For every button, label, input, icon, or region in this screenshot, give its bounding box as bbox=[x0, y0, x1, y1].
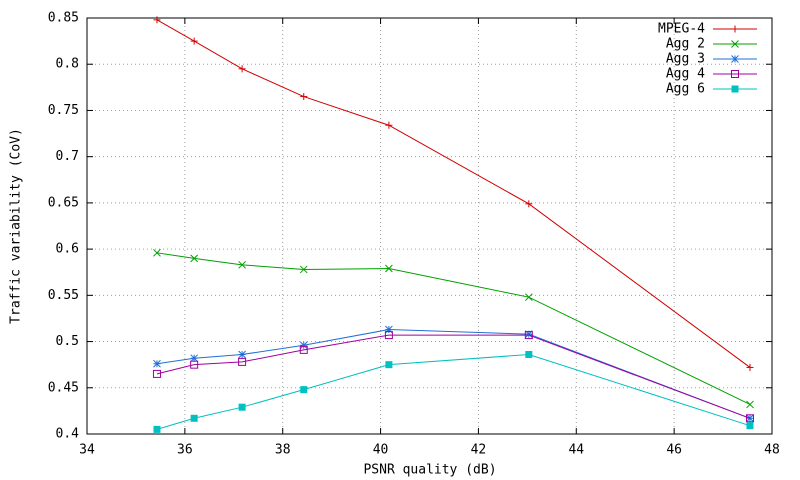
data-point bbox=[190, 354, 199, 363]
x-tick-label: 42 bbox=[471, 443, 487, 458]
marker-shape bbox=[524, 331, 533, 340]
legend-marker bbox=[731, 70, 739, 78]
data-point bbox=[384, 331, 393, 340]
marker-shape bbox=[525, 350, 533, 358]
legend-label: Agg 2 bbox=[666, 37, 705, 52]
data-point bbox=[385, 361, 393, 369]
marker-shape bbox=[299, 345, 308, 354]
legend-marker bbox=[731, 40, 739, 48]
marker-shape bbox=[300, 386, 308, 394]
marker-shape bbox=[731, 70, 739, 78]
series-line bbox=[156, 329, 751, 419]
y-tick-label: 0.55 bbox=[48, 288, 79, 303]
data-point bbox=[746, 363, 754, 371]
data-point bbox=[153, 359, 161, 368]
data-point bbox=[153, 16, 161, 24]
marker-stroke bbox=[153, 359, 161, 368]
data-point bbox=[745, 414, 754, 423]
y-tick-label: 0.8 bbox=[56, 57, 79, 72]
marker-shape bbox=[152, 369, 161, 378]
y-tick-label: 0.45 bbox=[48, 380, 79, 395]
data-point bbox=[300, 93, 308, 101]
marker-stroke bbox=[153, 248, 161, 257]
data-point bbox=[524, 293, 533, 302]
data-point bbox=[190, 414, 198, 422]
marker-shape bbox=[385, 361, 393, 369]
marker-stroke bbox=[385, 264, 393, 273]
data-point bbox=[524, 331, 533, 340]
data-point bbox=[190, 254, 199, 263]
marker-stroke bbox=[731, 40, 739, 48]
x-tick-label: 46 bbox=[666, 443, 682, 458]
y-tick-label: 0.6 bbox=[56, 242, 79, 257]
marker-stroke bbox=[190, 254, 199, 263]
marker-shape bbox=[190, 414, 198, 422]
y-tick-label: 0.5 bbox=[56, 334, 79, 349]
y-tick-label: 0.75 bbox=[48, 103, 79, 118]
legend-label: Agg 6 bbox=[666, 82, 705, 97]
legend-marker bbox=[731, 55, 739, 63]
y-tick-label: 0.7 bbox=[56, 149, 79, 164]
marker-stroke bbox=[299, 341, 308, 350]
data-point bbox=[190, 360, 199, 369]
marker-stroke bbox=[746, 400, 754, 409]
data-point bbox=[525, 200, 533, 208]
marker-stroke bbox=[238, 260, 246, 269]
x-tick-label: 38 bbox=[275, 443, 291, 458]
x-tick-label: 44 bbox=[568, 443, 584, 458]
marker-stroke bbox=[731, 55, 739, 63]
data-point bbox=[190, 37, 198, 45]
series-line bbox=[156, 19, 751, 368]
data-point bbox=[299, 345, 308, 354]
plot-border bbox=[86, 17, 773, 435]
marker-shape bbox=[745, 414, 754, 423]
y-tick-label: 0.4 bbox=[56, 427, 80, 442]
data-point bbox=[746, 400, 754, 409]
y-tick-label: 0.65 bbox=[48, 195, 79, 210]
x-tick-label: 34 bbox=[79, 443, 95, 458]
data-point bbox=[746, 422, 754, 430]
data-point bbox=[238, 357, 247, 366]
data-point bbox=[153, 248, 161, 257]
y-axis-label: Traffic variability (CoV) bbox=[9, 128, 24, 324]
legend-marker bbox=[731, 25, 739, 33]
x-tick-label: 36 bbox=[177, 443, 193, 458]
data-point bbox=[238, 65, 246, 73]
data-point bbox=[385, 121, 393, 129]
data-point bbox=[152, 369, 161, 378]
x-tick-label: 48 bbox=[764, 443, 780, 458]
data-point bbox=[385, 264, 393, 273]
legend-label: Agg 4 bbox=[666, 67, 705, 82]
marker-shape bbox=[238, 357, 247, 366]
marker-stroke bbox=[524, 293, 533, 302]
marker-shape bbox=[384, 331, 393, 340]
marker-shape bbox=[746, 422, 754, 430]
data-point bbox=[238, 350, 246, 359]
x-tick-label: 40 bbox=[373, 443, 389, 458]
data-point bbox=[300, 386, 308, 394]
data-point bbox=[299, 341, 308, 350]
series-line bbox=[156, 334, 751, 419]
data-point bbox=[299, 265, 308, 274]
marker-stroke bbox=[238, 350, 246, 359]
data-point bbox=[525, 350, 533, 358]
marker-shape bbox=[731, 85, 739, 93]
marker-stroke bbox=[190, 354, 199, 363]
y-tick-label: 0.85 bbox=[48, 11, 79, 26]
legend-label: Agg 3 bbox=[666, 52, 705, 67]
data-point bbox=[153, 425, 161, 433]
marker-shape bbox=[238, 403, 246, 411]
legend-label: MPEG-4 bbox=[658, 22, 705, 37]
data-point bbox=[238, 260, 246, 269]
marker-shape bbox=[190, 360, 199, 369]
legend-marker bbox=[731, 85, 739, 93]
x-axis-label: PSNR quality (dB) bbox=[363, 463, 496, 478]
marker-stroke bbox=[299, 265, 308, 274]
data-point bbox=[238, 403, 246, 411]
marker-shape bbox=[153, 425, 161, 433]
series-line bbox=[156, 252, 751, 405]
